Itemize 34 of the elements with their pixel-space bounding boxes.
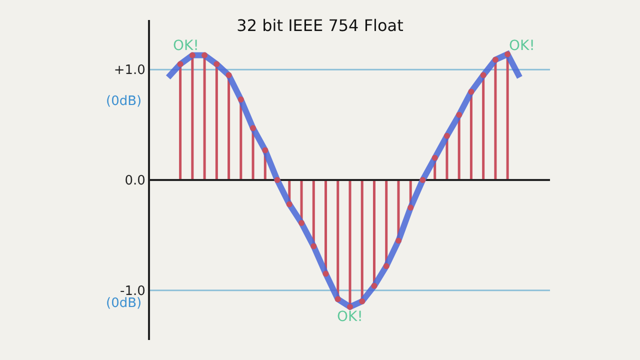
- text: (0dB): [106, 94, 142, 109]
- point: [202, 52, 208, 58]
- point: [456, 112, 462, 118]
- point: [468, 88, 474, 95]
- point: [347, 304, 353, 310]
- text: (0dB): [106, 296, 142, 311]
- annotation: OK!: [173, 38, 199, 54]
- point: [395, 238, 402, 244]
- point: [432, 154, 438, 161]
- annotation: OK!: [509, 38, 535, 54]
- point: [262, 147, 268, 154]
- point: [298, 220, 305, 226]
- point: [286, 201, 292, 208]
- y-tick-label: 0.0: [124, 174, 146, 189]
- point: [177, 61, 184, 68]
- point: [408, 204, 414, 211]
- point: [226, 72, 232, 78]
- point: [504, 51, 511, 58]
- point: [334, 296, 341, 302]
- point: [383, 263, 390, 270]
- point: [359, 298, 366, 304]
- point: [322, 270, 329, 277]
- point: [238, 96, 244, 102]
- point: [250, 125, 256, 132]
- y-tick-label: +1.0: [114, 63, 146, 78]
- annotation: OK!: [337, 309, 363, 325]
- point: [480, 72, 486, 78]
- point: [189, 52, 196, 58]
- point: [214, 61, 220, 68]
- point: [371, 282, 378, 289]
- point: [444, 132, 450, 139]
- chart-title: 32 bit IEEE 754 Float: [236, 16, 404, 35]
- point: [310, 243, 317, 250]
- point: [492, 56, 498, 63]
